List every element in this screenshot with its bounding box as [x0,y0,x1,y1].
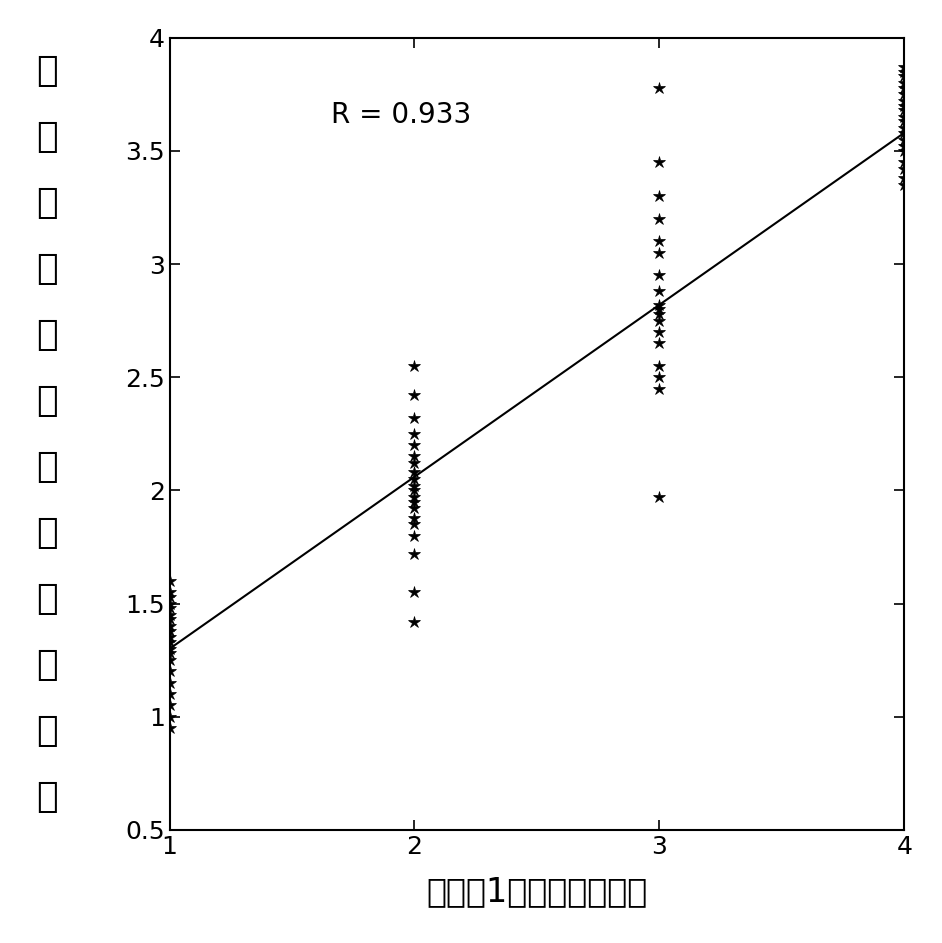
Text: 得: 得 [37,384,57,418]
Text: 明: 明 [37,186,57,220]
Text: 估: 估 [37,318,57,352]
Text: 到: 到 [37,450,57,484]
Text: 的: 的 [37,516,57,550]
X-axis label: 依照表1得到的危险分层: 依照表1得到的危险分层 [427,875,647,908]
Text: 层: 层 [37,780,57,814]
Text: 分: 分 [37,714,57,748]
Text: 本: 本 [37,54,57,88]
Text: 危: 危 [37,582,57,616]
Text: 险: 险 [37,648,57,682]
Text: 评: 评 [37,252,57,286]
Text: 发: 发 [37,120,57,154]
Text: R = 0.933: R = 0.933 [332,101,471,129]
